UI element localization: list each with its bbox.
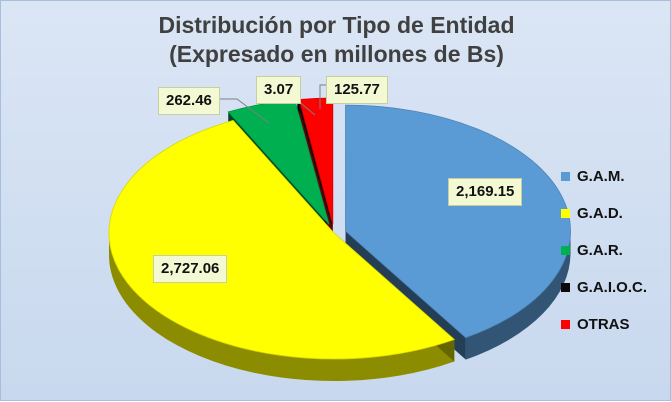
legend-label-otras: OTRAS	[577, 316, 630, 333]
legend-item-gar[interactable]: G.A.R.	[561, 241, 647, 260]
legend-swatch-gar	[561, 246, 570, 255]
legend-label-gad: G.A.D.	[577, 205, 623, 222]
legend-swatch-gad	[561, 209, 570, 218]
pie-slice-gam[interactable]	[345, 104, 571, 339]
data-label-gaioc: 3.07	[256, 76, 302, 104]
legend-label-gaioc: G.A.I.O.C.	[577, 279, 648, 296]
legend-item-otras[interactable]: OTRAS	[561, 315, 647, 334]
legend-swatch-gaioc	[561, 283, 570, 292]
chart-title-line2: (Expresado en millones de Bs)	[169, 41, 504, 67]
legend-item-gam[interactable]: G.A.M.	[561, 167, 647, 186]
chart-title-line1: Distribución por Tipo de Entidad	[158, 12, 515, 38]
data-label-gar: 262.46	[158, 87, 220, 115]
data-label-otras: 125.77	[326, 76, 388, 104]
legend-item-gad[interactable]: G.A.D.	[561, 204, 647, 223]
data-label-gam: 2,169.15	[448, 178, 523, 206]
legend-label-gam: G.A.M.	[577, 168, 625, 185]
leader-line-gar	[220, 98, 270, 124]
chart-legend: G.A.M. G.A.D. G.A.R. G.A.I.O.C. OTRAS	[561, 167, 647, 352]
legend-item-gaioc[interactable]: G.A.I.O.C.	[561, 278, 647, 297]
legend-swatch-gam	[561, 172, 570, 181]
legend-swatch-otras	[561, 320, 570, 329]
pie-slice-gad[interactable]	[108, 119, 456, 360]
legend-label-gar: G.A.R.	[577, 242, 623, 259]
data-label-gad: 2,727.06	[153, 255, 228, 283]
chart-title: Distribución por Tipo de Entidad (Expres…	[1, 11, 671, 69]
